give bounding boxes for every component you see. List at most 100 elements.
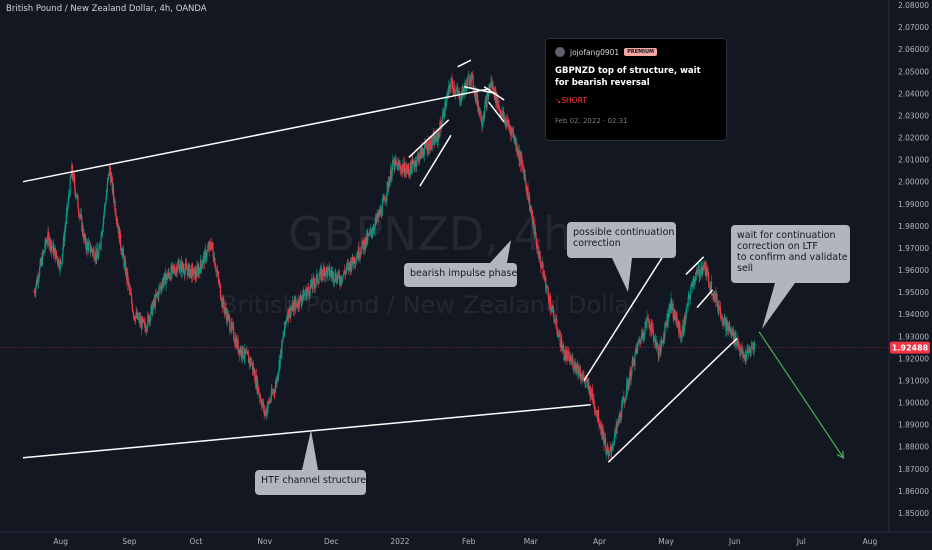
top-right-line-b[interactable] bbox=[488, 101, 505, 123]
candle-body bbox=[707, 271, 709, 274]
candle-body bbox=[250, 358, 252, 365]
candle-body bbox=[127, 272, 129, 285]
candle-body bbox=[618, 415, 620, 424]
candle-body bbox=[669, 304, 671, 311]
top-right-line-a[interactable] bbox=[483, 86, 505, 101]
avatar[interactable] bbox=[555, 47, 565, 57]
candle-body bbox=[561, 339, 563, 348]
top-upper-line[interactable] bbox=[457, 59, 472, 68]
projection-arrow[interactable] bbox=[758, 331, 844, 459]
candle-body bbox=[646, 322, 648, 327]
candle-body bbox=[448, 85, 450, 95]
candle-body bbox=[603, 444, 606, 446]
time-axis[interactable]: Aug Sep Oct Nov Dec 2022 Feb Mar Apr May Jun Jul Aug bbox=[0, 531, 932, 550]
candle-body bbox=[484, 101, 486, 106]
candle-body bbox=[652, 327, 654, 330]
candle-body bbox=[227, 315, 229, 321]
x-tick-label: Apr bbox=[593, 537, 607, 546]
candle-body bbox=[535, 234, 537, 238]
candle-body bbox=[566, 352, 568, 361]
top-lower-line[interactable] bbox=[464, 85, 496, 95]
candle-body bbox=[362, 240, 364, 244]
candle-body bbox=[163, 273, 165, 281]
candle-body bbox=[552, 308, 555, 316]
candle-body bbox=[429, 140, 432, 149]
rising-channel-lower[interactable] bbox=[607, 337, 738, 463]
candle-body bbox=[726, 322, 729, 331]
candle-body bbox=[646, 316, 648, 323]
candle-body bbox=[521, 156, 523, 163]
candle-body bbox=[237, 340, 239, 352]
idea-author[interactable]: jojofang0901 bbox=[570, 47, 620, 57]
candle-body bbox=[539, 250, 541, 254]
price-axis[interactable]: 2.08000 2.07000 2.06000 2.05000 2.04000 2.030… bbox=[888, 0, 932, 532]
candle-body bbox=[467, 76, 469, 79]
candle-body bbox=[385, 198, 387, 200]
candle-body bbox=[458, 92, 460, 95]
candle-body bbox=[288, 315, 290, 319]
candle-body bbox=[532, 219, 535, 221]
idea-card[interactable]: jojofang0901 PREMIUM GBPNZD top of struc… bbox=[545, 38, 727, 141]
y-tick-label: 2.01000 bbox=[898, 156, 929, 165]
candle-body bbox=[648, 322, 650, 328]
candle-body bbox=[392, 160, 394, 167]
candle-body bbox=[183, 269, 185, 274]
rising-wedge-upper[interactable] bbox=[408, 119, 450, 158]
candle-body bbox=[98, 246, 100, 256]
candle-body bbox=[593, 398, 595, 408]
rising-wedge-lower[interactable] bbox=[419, 134, 452, 187]
annotations-layer: bearish impulse phase possible continuati… bbox=[255, 222, 850, 495]
candle-body bbox=[76, 194, 78, 198]
candle-body bbox=[425, 143, 427, 147]
candle-body bbox=[205, 250, 207, 260]
candle-body bbox=[270, 389, 272, 400]
candle-body bbox=[171, 265, 173, 273]
candle-body bbox=[116, 220, 118, 221]
candle-body bbox=[584, 380, 586, 383]
candle-body bbox=[409, 161, 412, 175]
rising-channel-inner-a[interactable] bbox=[685, 256, 705, 275]
candle-body bbox=[325, 267, 327, 276]
candle-body bbox=[472, 76, 474, 89]
candle-body bbox=[143, 319, 145, 323]
bearish-impulse-label[interactable]: bearish impulse phase bbox=[404, 240, 517, 287]
rising-channel-upper[interactable] bbox=[583, 247, 669, 381]
candle-body bbox=[406, 165, 408, 172]
candle-body bbox=[630, 376, 632, 380]
candle-body bbox=[285, 321, 287, 325]
candle-body bbox=[704, 262, 706, 268]
candle-body bbox=[337, 275, 339, 280]
continuation-label-pointer bbox=[612, 258, 632, 292]
candle-body bbox=[192, 267, 194, 277]
candle-body bbox=[572, 359, 574, 369]
channel-upper-line[interactable] bbox=[22, 88, 489, 183]
candle-body bbox=[547, 293, 550, 301]
candle-body bbox=[282, 335, 285, 337]
candle-body bbox=[319, 269, 321, 276]
candle-body bbox=[277, 375, 279, 380]
channel-lower-line[interactable] bbox=[22, 404, 591, 459]
candle-body bbox=[369, 231, 371, 233]
htf-channel-label[interactable]: HTF channel structure bbox=[255, 430, 366, 495]
candle-body bbox=[396, 161, 398, 164]
candle-body bbox=[56, 257, 59, 263]
candle-body bbox=[691, 284, 693, 288]
candle-body bbox=[651, 322, 653, 334]
candle-body bbox=[110, 177, 112, 183]
candle-body bbox=[323, 267, 325, 270]
candle-body bbox=[631, 360, 633, 368]
candle-body bbox=[356, 258, 358, 259]
candle-body bbox=[609, 447, 612, 450]
candle-body bbox=[621, 400, 623, 405]
candle-body bbox=[734, 331, 736, 344]
candle-body bbox=[574, 361, 576, 369]
watermark-name: British Pound / New Zealand Dollar bbox=[221, 291, 639, 319]
candle-body bbox=[102, 226, 104, 231]
rising-channel-inner-b[interactable] bbox=[696, 289, 714, 309]
candle-body bbox=[338, 275, 341, 282]
y-tick-label: 1.91000 bbox=[898, 376, 929, 385]
idea-title[interactable]: GBPNZD top of structure, wait for bearis… bbox=[555, 66, 701, 88]
